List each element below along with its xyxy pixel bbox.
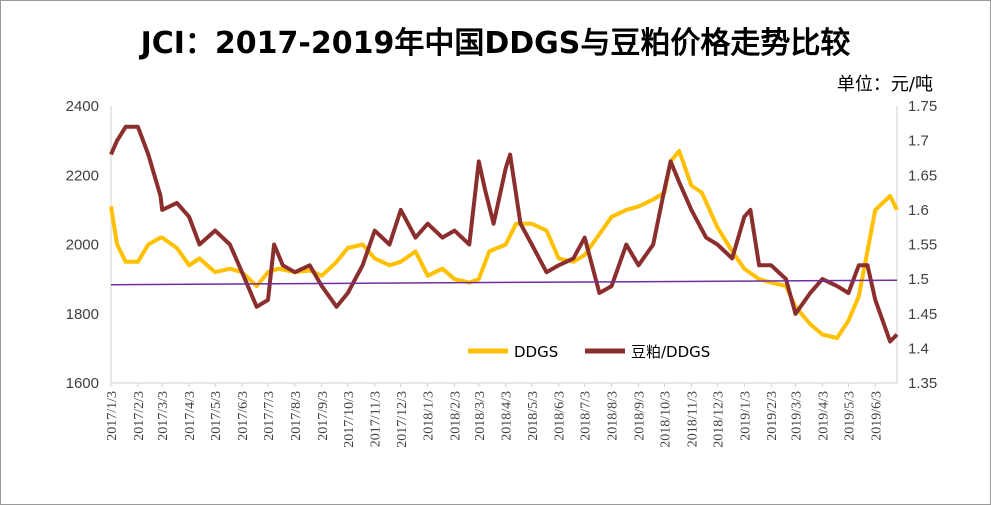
x-tick-label: 2018/9/3 [632, 391, 647, 441]
x-tick-label: 2019/5/3 [842, 391, 857, 441]
x-tick-label: 2017/3/3 [156, 391, 171, 441]
y-right-tick-label: 1.75 [908, 98, 937, 115]
x-tick-label: 2017/1/3 [105, 391, 120, 441]
x-tick-label: 2017/11/3 [369, 391, 384, 447]
x-tick-label: 2017/12/3 [395, 391, 410, 448]
x-tick-label: 2018/2/3 [449, 391, 464, 441]
y-right-tick-label: 1.55 [908, 237, 937, 254]
x-tick-label: 2018/11/3 [685, 391, 700, 447]
y-left-tick-label: 2000 [66, 237, 99, 254]
legend-label-ratio: 豆粕/DDGS [631, 343, 710, 361]
x-tick-label: 2018/1/3 [422, 391, 437, 441]
x-tick-label: 2018/10/3 [658, 391, 673, 448]
x-tick-label: 2017/4/3 [183, 391, 198, 441]
x-tick-label: 2018/7/3 [579, 391, 594, 441]
legend-label-ddgs: DDGS [514, 343, 558, 361]
x-tick-label: 2018/8/3 [606, 391, 621, 441]
x-tick-label: 2017/5/3 [209, 391, 224, 441]
unit-label: 单位：元/吨 [836, 74, 933, 95]
y-right-tick-label: 1.45 [908, 306, 937, 323]
plot-area [109, 124, 899, 344]
x-tick-label: 2018/3/3 [473, 391, 488, 441]
y-right-tick-label: 1.6 [908, 202, 929, 219]
x-tick-label: 2017/6/3 [236, 391, 251, 441]
x-tick-label: 2017/9/3 [316, 391, 331, 441]
x-tick-label: 2018/5/3 [526, 391, 541, 441]
x-tick-label: 2017/7/3 [262, 391, 277, 441]
x-tick-label: 2017/8/3 [289, 391, 304, 441]
y-left-tick-label: 1800 [66, 306, 99, 323]
y-left-tick-label: 1600 [66, 375, 99, 392]
x-tick-label: 2018/12/3 [711, 391, 726, 448]
x-tick-label: 2018/6/3 [553, 391, 568, 441]
x-tick-label: 2019/6/3 [869, 391, 884, 441]
x-tick-label: 2019/2/3 [765, 391, 780, 441]
chart-title: JCI：2017-2019年中国DDGS与豆粕价格走势比较 [140, 26, 851, 61]
x-tick-label: 2017/10/3 [342, 391, 357, 448]
legend: DDGS 豆粕/DDGS [468, 343, 710, 361]
x-tick-label: 2019/3/3 [789, 391, 804, 441]
axes: 2400 2200 2000 1800 1600 1.75 1.7 1.65 1.6 1.55 1.… [66, 98, 938, 448]
series-line-trend [110, 279, 898, 286]
x-tick-label: 2017/2/3 [132, 391, 147, 441]
y-right-tick-label: 1.35 [908, 375, 937, 392]
y-left-tick-label: 2200 [66, 167, 99, 184]
x-tick-label: 2018/4/3 [500, 391, 515, 441]
y-right-tick-label: 1.5 [908, 271, 929, 288]
x-tick-label: 2019/4/3 [816, 391, 831, 441]
y-right-tick-label: 1.65 [908, 167, 937, 184]
y-right-tick-label: 1.4 [908, 340, 929, 357]
series-line-ratio [109, 124, 899, 344]
x-tick-label: 2019/1/3 [738, 391, 753, 441]
y-left-tick-label: 2400 [66, 98, 99, 115]
y-right-tick-label: 1.7 [908, 133, 929, 150]
